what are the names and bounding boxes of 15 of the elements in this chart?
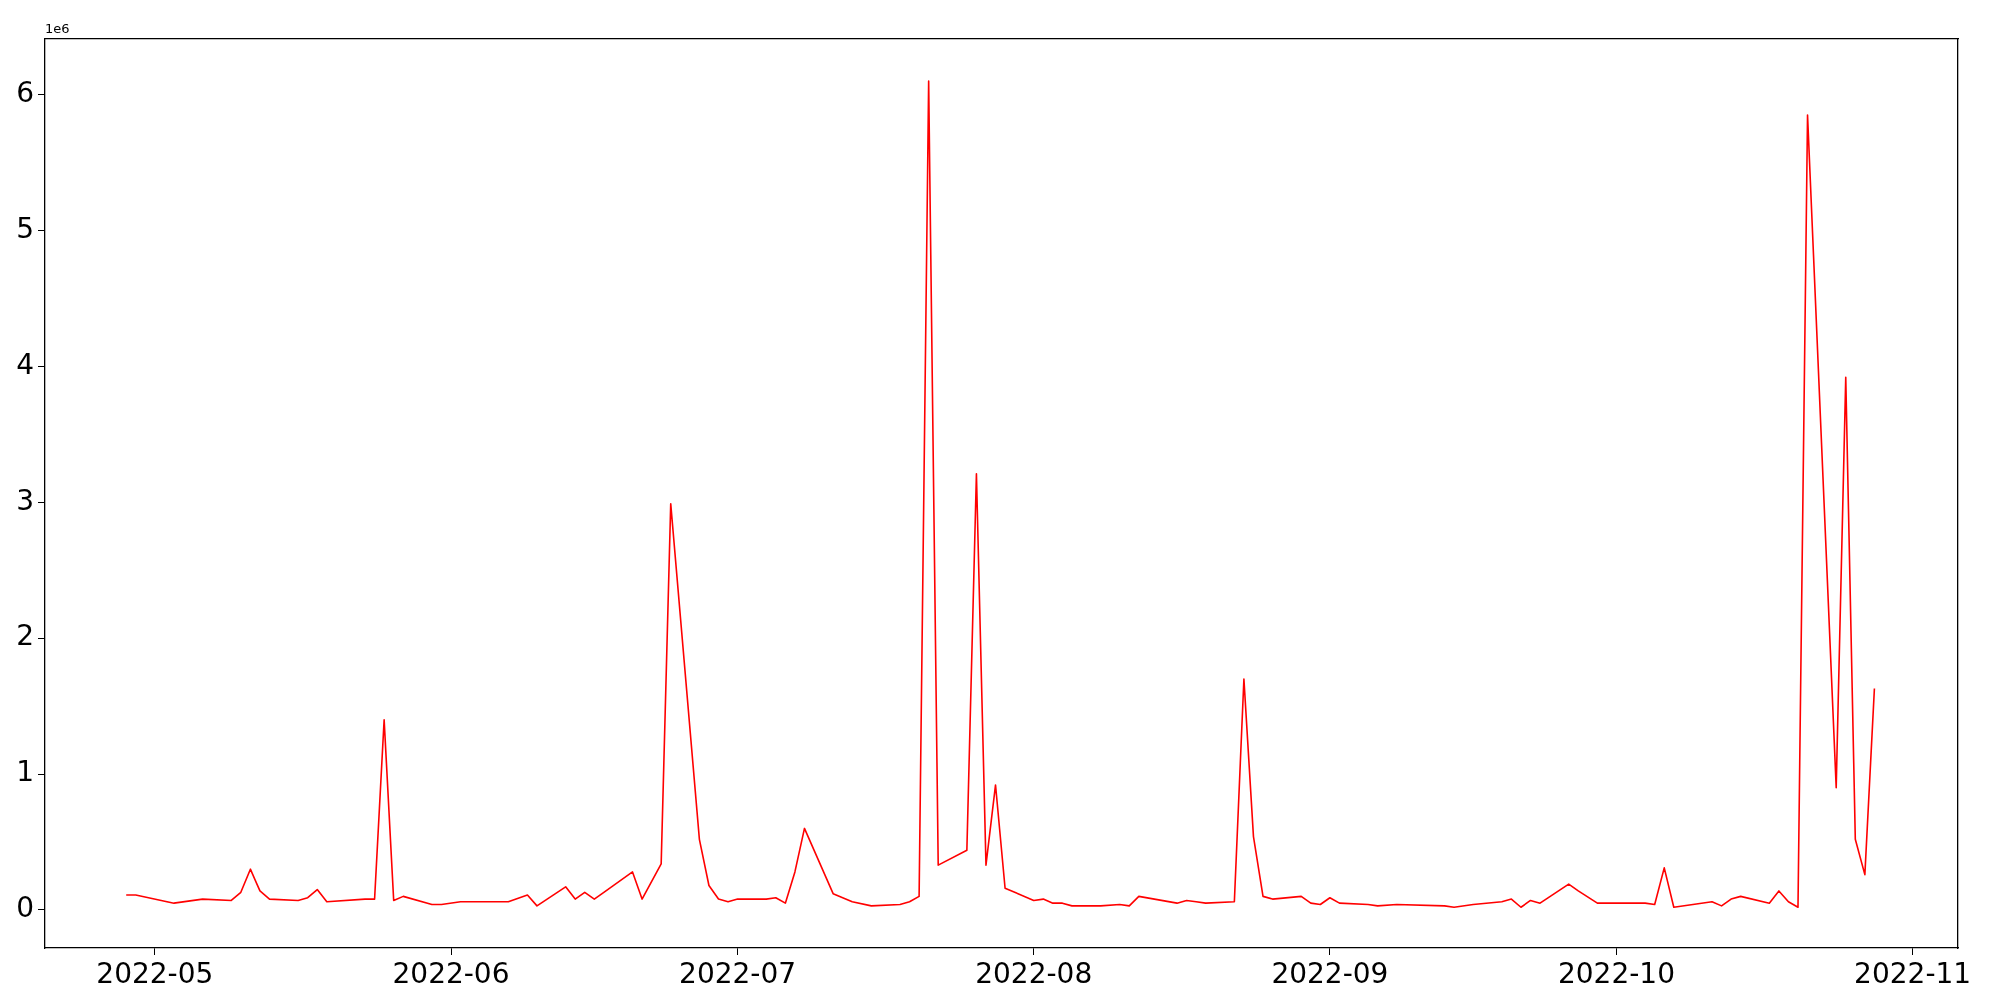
- x-tick-label: 2022-06: [392, 957, 510, 991]
- x-tick-label: 2022-05: [96, 957, 214, 991]
- y-tick-label: 0: [16, 891, 34, 925]
- y-tick-label: 2: [16, 619, 34, 653]
- x-tick-label: 2022-07: [679, 957, 797, 991]
- x-tick-label: 2022-08: [975, 957, 1093, 991]
- y-tick-label: 4: [16, 347, 34, 381]
- x-tick-label: 2022-10: [1557, 957, 1675, 991]
- x-tick-label: 2022-09: [1271, 957, 1389, 991]
- y-tick-label: 1: [16, 755, 34, 789]
- y-tick-label: 3: [16, 483, 34, 517]
- y-tick-label: 5: [16, 211, 34, 245]
- y-tick-label: 6: [16, 75, 34, 109]
- x-tick-label: 2022-11: [1854, 957, 1972, 991]
- text: 1e6: [45, 20, 70, 36]
